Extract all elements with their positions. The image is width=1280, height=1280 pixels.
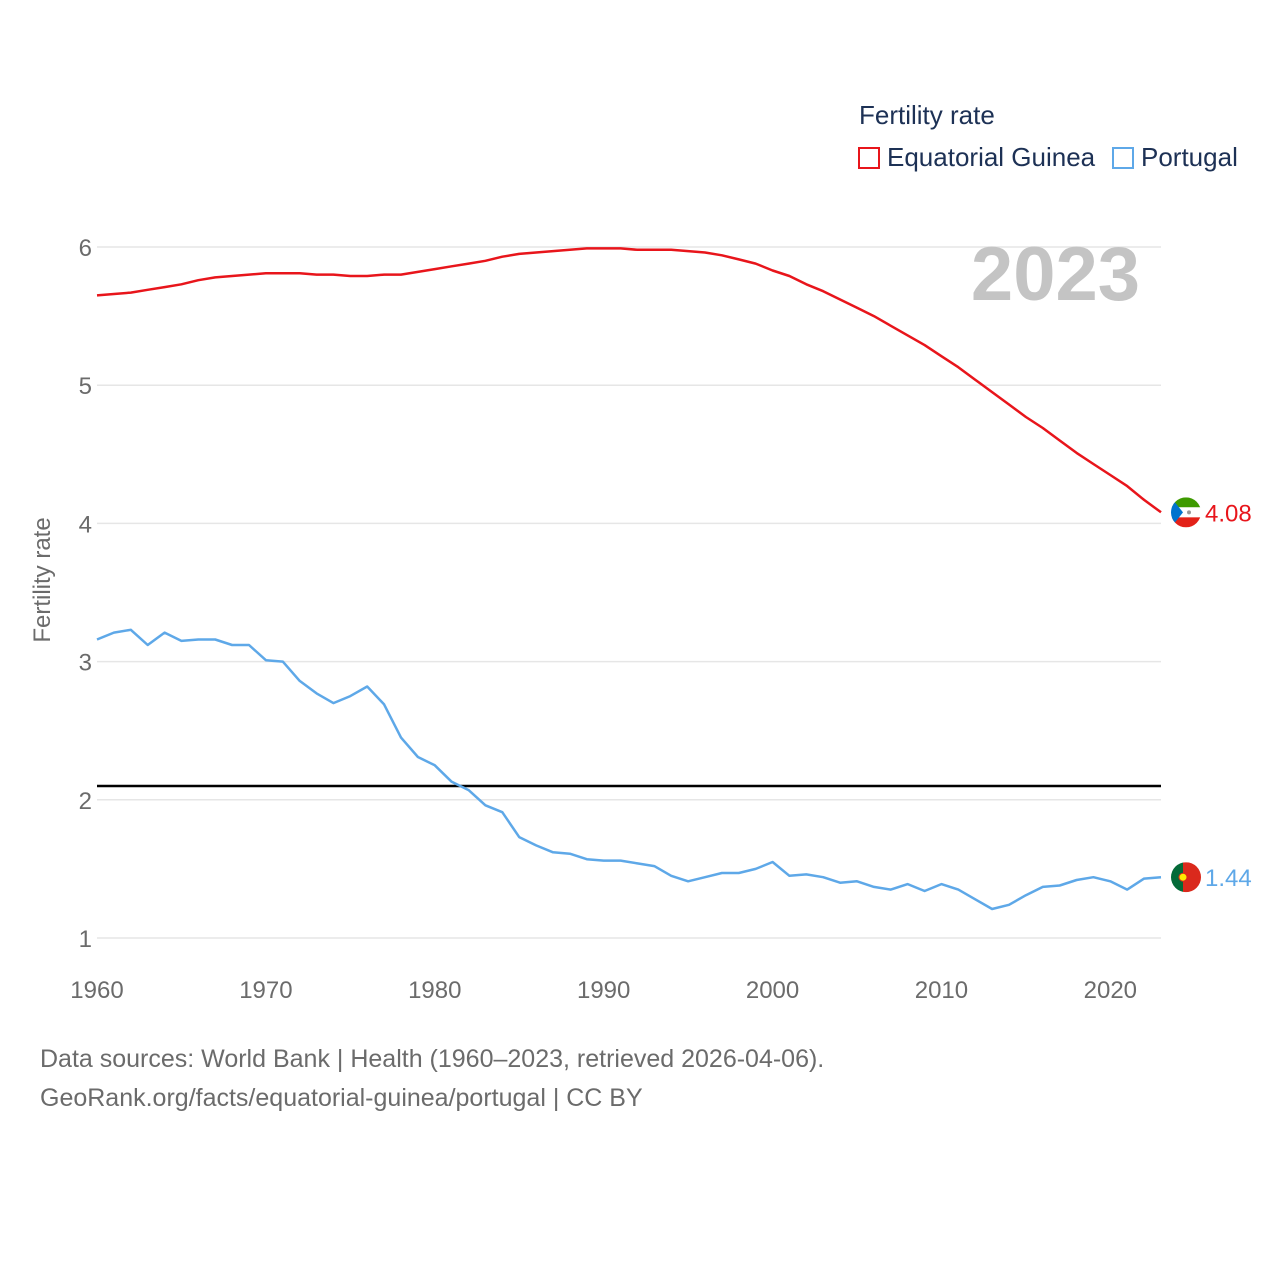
x-tick-label: 1960 — [70, 977, 123, 1004]
legend-item-equatorial-guinea[interactable]: Equatorial Guinea — [858, 142, 1095, 173]
x-tick-label: 2020 — [1084, 977, 1137, 1004]
x-tick-label: 2010 — [915, 977, 968, 1004]
portugal-flag-icon — [1171, 862, 1201, 893]
x-tick-label: 1970 — [239, 977, 292, 1004]
series-line-portugal[interactable] — [96, 628, 1162, 911]
legend-item-portugal[interactable]: Portugal — [1112, 142, 1238, 173]
x-tick-label: 1980 — [408, 977, 461, 1004]
y-tick-label: 3 — [79, 650, 92, 677]
series-line-equatorial-guinea[interactable] — [96, 247, 1162, 514]
y-axis-label: Fertility rate — [29, 517, 56, 642]
source-line-2[interactable]: GeoRank.org/facts/equatorial-guinea/port… — [40, 1084, 643, 1112]
source-line-1: Data sources: World Bank | Health (1960–… — [40, 1045, 825, 1073]
end-value-label-portugal: 1.44 — [1205, 865, 1252, 892]
y-tick-label: 5 — [79, 373, 92, 400]
y-tick-label: 2 — [79, 788, 92, 815]
end-value-label-equatorial-guinea: 4.08 — [1205, 500, 1252, 527]
y-tick-label: 4 — [79, 511, 92, 538]
x-tick-label: 1990 — [577, 977, 630, 1004]
y-tick-label: 6 — [79, 235, 92, 262]
legend-swatch-portugal — [1112, 146, 1134, 169]
legend-label-equatorial-guinea: Equatorial Guinea — [887, 142, 1096, 172]
x-tick-label: 2000 — [746, 977, 799, 1004]
year-watermark: 2023 — [971, 232, 1140, 317]
fertility-rate-chart: 1 2 3 4 5 6 1960 1970 1980 1990 2000 2010 2020 2023… — [29, 232, 1252, 1004]
legend-label-portugal: Portugal — [1141, 142, 1238, 172]
legend-title: Fertility rate — [859, 100, 995, 130]
legend-swatch-equatorial-guinea — [858, 146, 880, 169]
equatorial-guinea-flag-icon — [1171, 497, 1201, 528]
y-tick-label: 1 — [79, 926, 92, 953]
